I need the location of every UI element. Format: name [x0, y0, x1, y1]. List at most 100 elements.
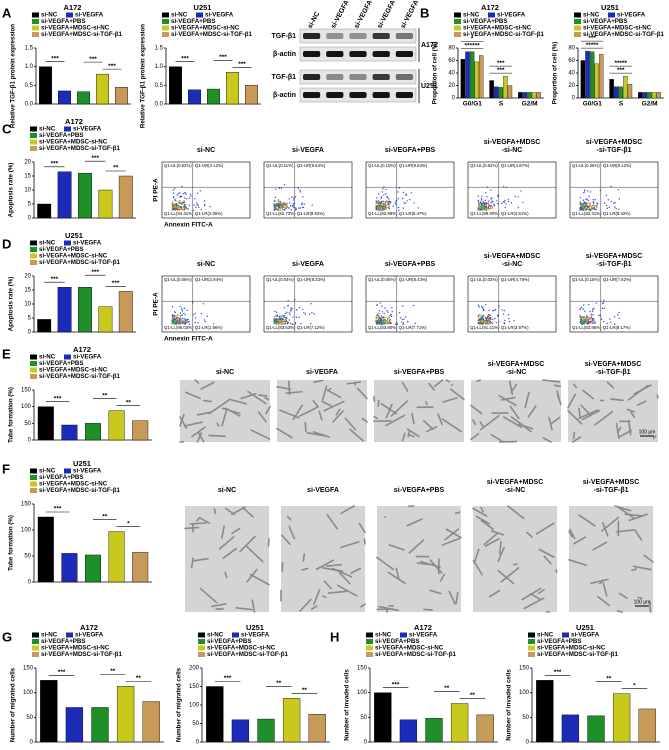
bar — [536, 92, 541, 99]
event-dot — [402, 323, 404, 325]
image-title: si-VEGFA+MDSC — [488, 361, 545, 368]
tube — [390, 400, 409, 417]
event-dot — [394, 202, 396, 204]
tube — [401, 432, 406, 442]
event-dot — [387, 311, 389, 313]
event-dot — [381, 209, 383, 211]
blot-band — [303, 74, 321, 80]
event-dot — [482, 309, 485, 311]
event-dot — [517, 196, 519, 198]
event-dot — [583, 318, 586, 321]
legend-label: si-VEGFA+MDSC-si-NC — [375, 645, 444, 652]
y-tick-label: 100 — [21, 404, 32, 410]
y-tick-label: 100 — [21, 528, 32, 534]
tube — [327, 387, 332, 392]
event-dot — [176, 207, 178, 209]
tube — [326, 513, 339, 530]
legend-swatch — [528, 639, 535, 644]
chart-title: A172 — [414, 623, 432, 632]
event-dot — [179, 192, 181, 194]
event-dot — [588, 202, 590, 204]
event-dot — [579, 201, 582, 203]
event-dot — [491, 318, 494, 321]
event-dot — [375, 318, 378, 320]
event-dot — [402, 207, 404, 209]
event-dot — [413, 202, 415, 204]
tube — [196, 411, 212, 416]
tube — [190, 557, 194, 569]
event-dot — [175, 320, 178, 322]
event-dot — [503, 322, 505, 324]
tube — [479, 414, 500, 431]
legend-swatch — [574, 12, 581, 18]
event-dot — [587, 322, 589, 324]
event-dot — [174, 205, 176, 207]
plot-title: -si-TGF-β1 — [597, 261, 632, 268]
quadrant-label: Q1-LR(8.52%) — [297, 211, 325, 216]
tube — [346, 381, 362, 385]
legend-swatch — [32, 652, 39, 657]
event-dot — [287, 305, 289, 307]
event-dot — [477, 315, 480, 317]
event-dot — [299, 207, 302, 209]
event-dot — [603, 307, 605, 310]
legend-label: si-VEGFA — [409, 632, 438, 639]
bar — [61, 553, 78, 583]
event-dot — [378, 201, 380, 203]
event-dot — [582, 199, 584, 201]
chart-title: A172 — [64, 3, 82, 12]
bar — [245, 85, 258, 105]
tube — [627, 384, 649, 401]
tube — [480, 519, 495, 531]
quadrant-label: Q1-LR(8.17%) — [603, 325, 631, 330]
event-dot — [180, 203, 183, 205]
legend-swatch — [30, 126, 37, 132]
event-dot — [188, 323, 191, 325]
event-dot — [605, 194, 607, 197]
event-dot — [592, 208, 594, 210]
tube — [185, 391, 202, 400]
event-dot — [298, 207, 300, 209]
event-dot — [507, 313, 510, 316]
panel-letter: H — [330, 629, 339, 644]
tube — [239, 535, 256, 553]
event-dot — [589, 322, 591, 324]
bar — [96, 73, 109, 105]
tube — [624, 513, 643, 517]
panel-letter: C — [2, 121, 12, 136]
tube — [221, 407, 241, 415]
event-dot — [285, 208, 287, 210]
event-dot — [189, 193, 192, 196]
event-dot — [580, 318, 583, 320]
tube — [507, 505, 525, 520]
tube — [191, 426, 206, 438]
event-dot — [388, 322, 390, 325]
event-dot — [288, 202, 291, 204]
bar — [618, 86, 623, 99]
event-dot — [385, 204, 387, 206]
event-dot — [583, 209, 585, 212]
event-dot — [591, 205, 594, 207]
quadrant-label: Q1-LL(89.90%) — [470, 211, 500, 216]
event-dot — [178, 206, 180, 208]
event-dot — [588, 195, 590, 197]
bar — [609, 79, 614, 99]
event-dot — [605, 204, 608, 207]
tube — [310, 605, 318, 610]
tube — [224, 571, 228, 579]
tube-network — [567, 381, 659, 443]
quadrant-label: Q1-UR(4.79%) — [501, 277, 530, 282]
event-dot — [410, 192, 413, 194]
legend-label: si-VEGFA+MDSC-si-NC — [39, 253, 108, 260]
event-dot — [381, 205, 383, 208]
x-tick-label: G2/M — [522, 101, 538, 108]
tube — [286, 515, 292, 521]
event-dot — [183, 312, 185, 315]
event-dot — [589, 209, 592, 212]
event-dot — [517, 206, 520, 209]
tube — [332, 410, 344, 423]
blot-band — [349, 33, 367, 39]
tube — [551, 416, 561, 425]
sig-label: *** — [51, 276, 59, 283]
quadrant-label: Q1-UR(8.12%) — [603, 163, 632, 168]
